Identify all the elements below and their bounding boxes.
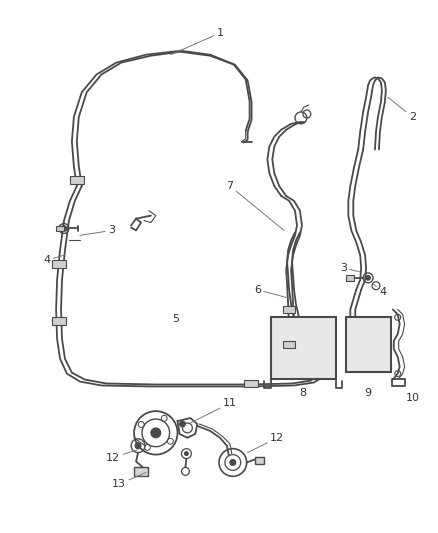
Bar — [70, 176, 84, 184]
Circle shape — [180, 421, 185, 427]
Circle shape — [61, 226, 67, 231]
Bar — [283, 306, 295, 313]
Text: 12: 12 — [106, 450, 138, 463]
Text: 3: 3 — [80, 225, 115, 236]
Text: 3: 3 — [340, 263, 360, 273]
Bar — [346, 317, 391, 372]
Text: 12: 12 — [247, 433, 284, 453]
Bar — [244, 379, 258, 387]
Circle shape — [135, 443, 141, 449]
Text: 10: 10 — [406, 393, 420, 403]
Text: 4: 4 — [44, 255, 64, 265]
Bar — [134, 467, 148, 477]
Bar — [52, 260, 66, 268]
Bar — [254, 457, 265, 464]
Bar — [346, 275, 354, 281]
Circle shape — [230, 459, 236, 465]
Bar — [52, 317, 66, 325]
Circle shape — [366, 276, 370, 280]
Text: 9: 9 — [364, 389, 372, 398]
Bar — [283, 341, 295, 348]
Text: 6: 6 — [254, 285, 294, 300]
Text: 2: 2 — [388, 97, 416, 122]
Bar — [271, 317, 336, 378]
Text: 4: 4 — [373, 284, 386, 297]
Text: 11: 11 — [191, 398, 237, 423]
Bar — [56, 225, 64, 231]
Circle shape — [184, 451, 188, 456]
Text: 8: 8 — [299, 389, 307, 398]
Text: 5: 5 — [172, 314, 179, 324]
Text: 13: 13 — [112, 472, 146, 489]
Text: 1: 1 — [171, 28, 223, 55]
Circle shape — [151, 428, 161, 438]
Text: 7: 7 — [226, 181, 284, 230]
